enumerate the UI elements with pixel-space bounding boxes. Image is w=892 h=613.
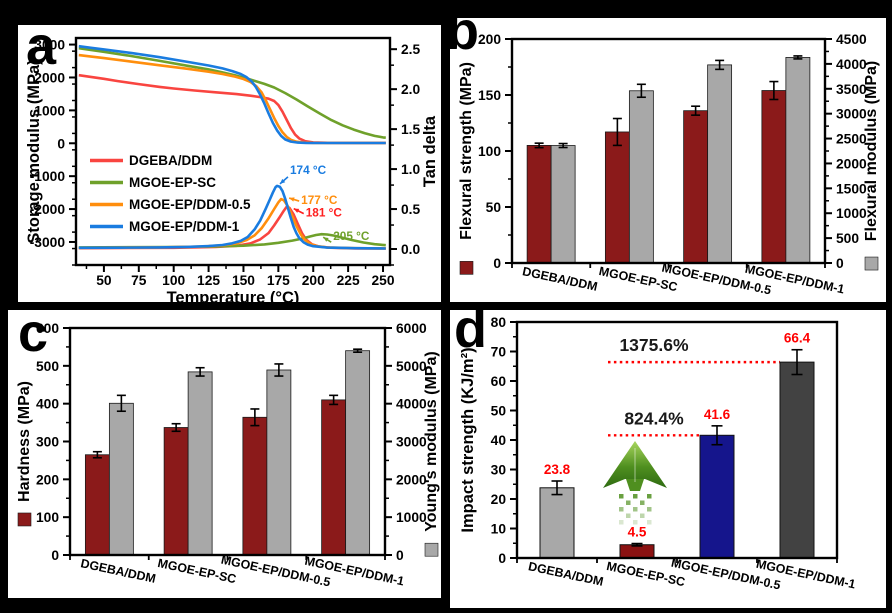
svg-text:500: 500: [836, 231, 859, 246]
svg-text:DGEBA/DDM: DGEBA/DDM: [79, 556, 157, 586]
svg-text:0: 0: [493, 256, 501, 271]
svg-text:Tan delta: Tan delta: [421, 115, 439, 187]
svg-text:225: 225: [337, 273, 360, 288]
svg-text:150: 150: [478, 88, 501, 103]
svg-text:175: 175: [267, 273, 290, 288]
panel-d: d 0 10 20 30 40 50 60 70 80 1375.6% 824.4% 23.8 4.5 4…: [450, 299, 886, 608]
svg-text:6000: 6000: [396, 321, 427, 336]
svg-text:5000: 5000: [396, 359, 427, 374]
panel-letter-d: d: [454, 299, 487, 359]
panel-letter-a: a: [26, 16, 57, 76]
svg-text:100: 100: [478, 144, 501, 159]
svg-text:2.5: 2.5: [401, 42, 421, 57]
svg-text:60: 60: [491, 374, 507, 389]
svg-text:200: 200: [302, 273, 325, 288]
svg-text:50: 50: [96, 273, 112, 288]
svg-text:1.5: 1.5: [401, 122, 421, 137]
svg-text:824.4%: 824.4%: [624, 408, 684, 428]
svg-text:4500: 4500: [836, 32, 867, 47]
svg-text:0: 0: [51, 548, 59, 563]
dma-storage-modulus-tan-delta-chart: -3000 -2000 -1000 0 1000 2000 3000 0.0 0.5 1.0 1.5…: [25, 36, 439, 302]
svg-text:3000: 3000: [34, 38, 65, 53]
svg-text:50: 50: [486, 200, 502, 215]
svg-text:500: 500: [36, 359, 59, 374]
svg-text:50: 50: [491, 404, 507, 419]
svg-text:100: 100: [36, 510, 59, 525]
green-up-arrow: [603, 441, 667, 525]
svg-text:0: 0: [498, 551, 506, 566]
svg-text:1000: 1000: [396, 510, 427, 525]
svg-text:177 °C: 177 °C: [301, 193, 338, 207]
svg-text:1500: 1500: [836, 181, 867, 196]
svg-text:205 °C: 205 °C: [333, 229, 370, 243]
svg-text:70: 70: [491, 345, 507, 360]
svg-text:100: 100: [162, 273, 185, 288]
svg-text:200: 200: [36, 472, 59, 487]
svg-text:0: 0: [836, 256, 844, 271]
svg-text:-1000: -1000: [30, 169, 66, 184]
svg-text:0: 0: [57, 136, 65, 151]
flexural-strength-modulus-bar-chart: 0501001502000500100015002000250030003500…: [458, 32, 880, 298]
svg-text:Impact strength (KJ/m²): Impact strength (KJ/m²): [459, 347, 477, 532]
svg-text:2000: 2000: [396, 472, 427, 487]
svg-text:66.4: 66.4: [784, 331, 811, 346]
svg-text:10: 10: [491, 522, 507, 537]
svg-text:30: 30: [491, 463, 507, 478]
svg-text:Storage modulus (MPa): Storage modulus (MPa): [25, 59, 43, 243]
svg-text:300: 300: [36, 435, 59, 450]
panel-letter-b: b: [446, 1, 479, 61]
svg-text:Temperature (°C): Temperature (°C): [167, 289, 300, 302]
svg-text:181 °C: 181 °C: [306, 206, 343, 220]
svg-text:4000: 4000: [836, 57, 867, 72]
svg-text:MGOE-EP/DDM-1: MGOE-EP/DDM-1: [129, 219, 240, 234]
svg-text:20: 20: [491, 492, 507, 507]
svg-text:3000: 3000: [836, 107, 867, 122]
svg-text:400: 400: [36, 397, 59, 412]
svg-text:1375.6%: 1375.6%: [619, 335, 689, 355]
svg-text:150: 150: [232, 273, 255, 288]
svg-text:MGOE-EP-SC: MGOE-EP-SC: [129, 175, 216, 190]
svg-text:125: 125: [197, 273, 220, 288]
svg-text:0.0: 0.0: [401, 242, 421, 257]
panel-c: c 0 100 200 300 400 500 600 0 1000 2000 3000 4000 50…: [8, 303, 441, 598]
svg-text:40: 40: [491, 433, 507, 448]
svg-text:3000: 3000: [396, 435, 427, 450]
svg-text:2000: 2000: [34, 70, 65, 85]
svg-text:600: 600: [36, 321, 59, 336]
panel-a: a -3000 -2000 -1000 0 1000 2000 3000 0.0 0.5 1.0 1…: [18, 16, 441, 302]
svg-text:-2000: -2000: [30, 202, 66, 217]
svg-text:2500: 2500: [836, 132, 867, 147]
panel-b: b 0 50 100 150 200 0 500 1000 1500 2000 2500 3000 35…: [446, 4, 886, 302]
svg-text:Flexural strength (MPa): Flexural strength (MPa): [458, 62, 475, 240]
svg-text:DGEBA/DDM: DGEBA/DDM: [521, 264, 599, 294]
svg-text:Hardness (MPa): Hardness (MPa): [16, 381, 33, 502]
svg-text:-3000: -3000: [30, 235, 66, 250]
svg-text:2000: 2000: [836, 156, 867, 171]
svg-text:4000: 4000: [396, 397, 427, 412]
svg-text:2.0: 2.0: [401, 82, 421, 97]
svg-text:DGEBA/DDM: DGEBA/DDM: [527, 559, 605, 589]
svg-text:DGEBA/DDM: DGEBA/DDM: [129, 153, 212, 168]
svg-text:23.8: 23.8: [544, 462, 571, 477]
svg-text:MGOE-EP/DDM-0.5: MGOE-EP/DDM-0.5: [129, 197, 251, 212]
svg-text:1000: 1000: [836, 206, 867, 221]
impact-strength-bar-chart: 0 10 20 30 40 50 60 70 80 1375.6% 824.4% 23.8 4.5 41.…: [459, 315, 857, 593]
panel-letter-c: c: [18, 303, 49, 363]
svg-text:200: 200: [478, 32, 501, 47]
svg-text:4.5: 4.5: [628, 525, 647, 540]
svg-text:174 °C: 174 °C: [290, 163, 327, 177]
svg-text:80: 80: [491, 315, 507, 330]
svg-text:0: 0: [396, 548, 404, 563]
svg-text:0.5: 0.5: [401, 202, 421, 217]
svg-text:75: 75: [131, 273, 147, 288]
svg-text:250: 250: [372, 273, 395, 288]
svg-text:3500: 3500: [836, 82, 867, 97]
svg-text:Young's modulus (MPa): Young's modulus (MPa): [423, 351, 440, 531]
svg-text:1.0: 1.0: [401, 162, 421, 177]
svg-text:41.6: 41.6: [704, 407, 731, 422]
svg-text:1000: 1000: [34, 103, 65, 118]
hardness-youngs-modulus-bar-chart: 0100200300400500600010002000300040005000…: [16, 321, 440, 590]
svg-text:Flexural modulus (MPa): Flexural modulus (MPa): [863, 61, 880, 241]
